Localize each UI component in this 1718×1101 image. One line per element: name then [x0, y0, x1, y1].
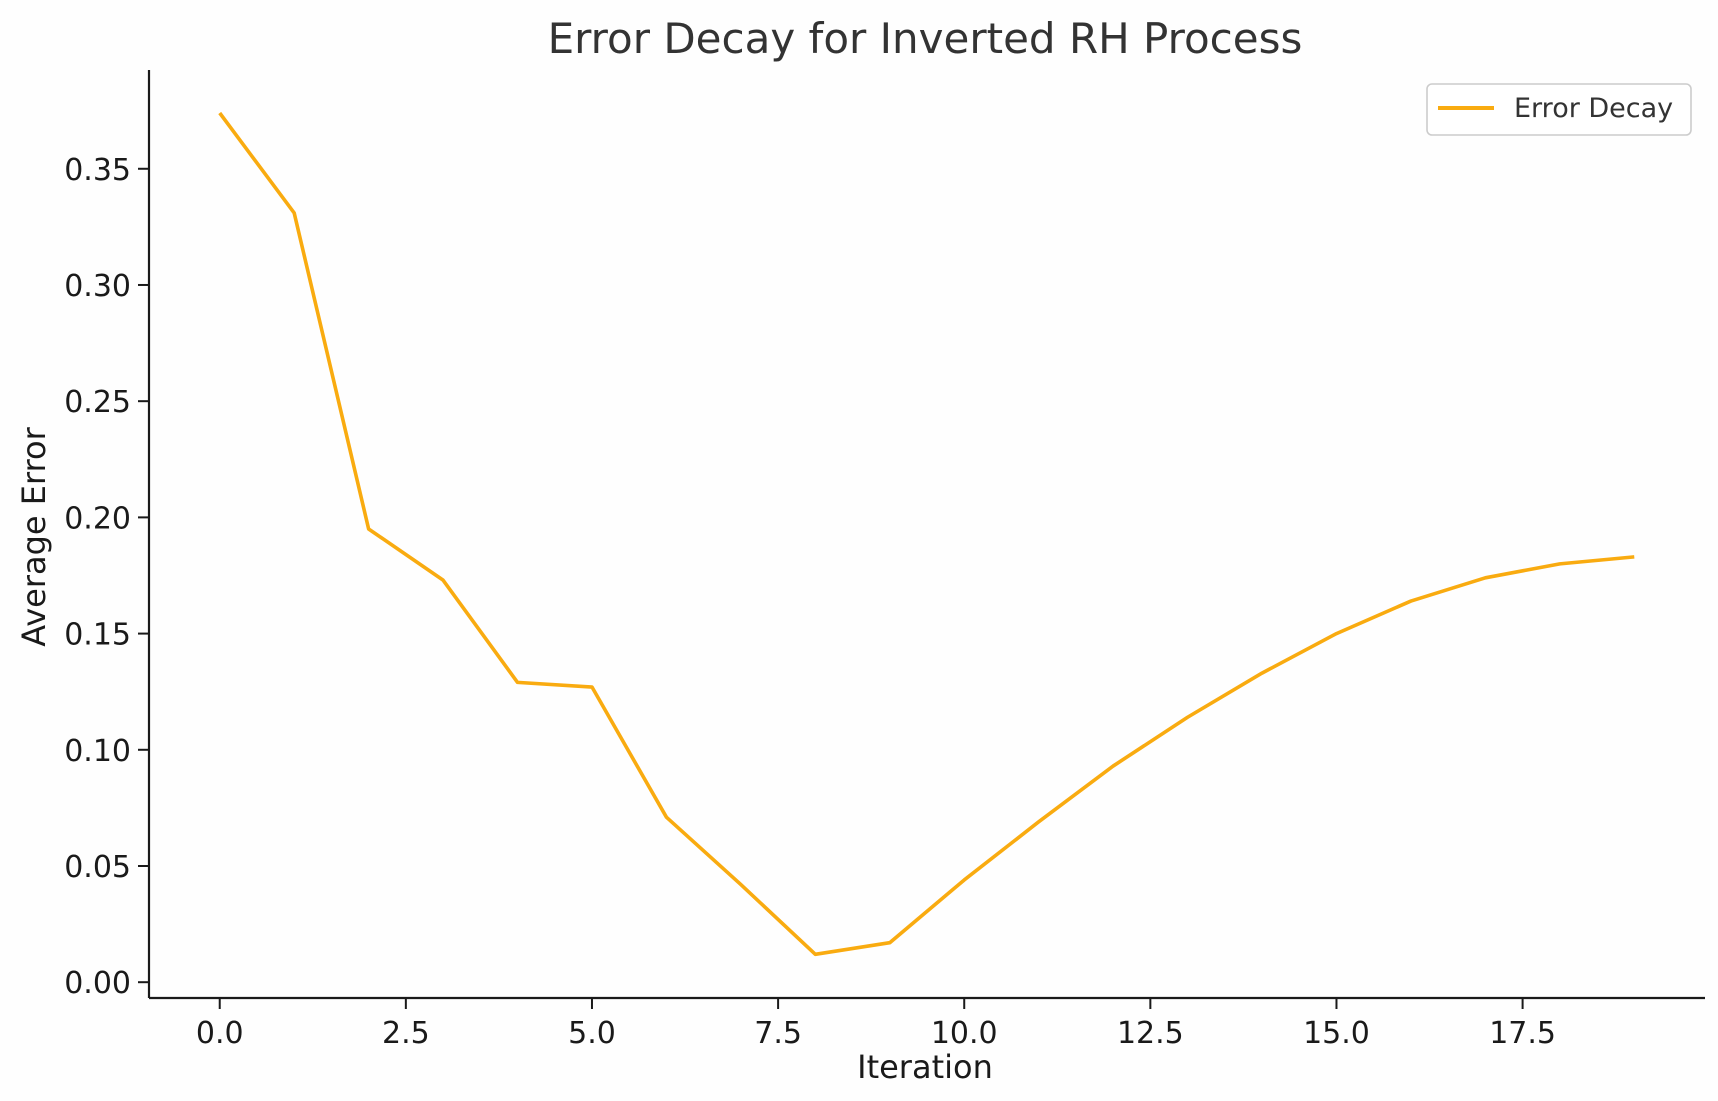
x-tick-label: 7.5 — [754, 1016, 802, 1051]
x-tick-label: 12.5 — [1117, 1016, 1184, 1051]
x-tick-label: 10.0 — [931, 1016, 998, 1051]
chart-title: Error Decay for Inverted RH Process — [548, 14, 1303, 63]
y-tick-label: 0.05 — [64, 850, 131, 885]
series-layer — [218, 111, 1635, 957]
y-tick-label: 0.10 — [64, 734, 131, 769]
legend: Error Decay — [1426, 83, 1692, 136]
x-tick-label: 5.0 — [568, 1016, 616, 1051]
y-tick-label: 0.20 — [64, 501, 131, 536]
x-tick-label: 17.5 — [1489, 1016, 1556, 1051]
x-tick-label: 0.0 — [196, 1016, 244, 1051]
x-tick-label: 2.5 — [382, 1016, 430, 1051]
y-tick-label: 0.25 — [64, 385, 131, 420]
x-axis-label: Iteration — [857, 1048, 993, 1086]
y-axis-ticks: 0.00 0.05 0.10 0.15 0.20 0.25 0.30 0.35 — [64, 153, 149, 1001]
x-tick-label: 15.0 — [1303, 1016, 1370, 1051]
x-axis-ticks: 0.0 2.5 5.0 7.5 10.0 12.5 15.0 17.5 — [196, 998, 1556, 1051]
y-tick-label: 0.15 — [64, 618, 131, 653]
series-line-error-decay — [218, 111, 1635, 957]
y-tick-label: 0.35 — [64, 153, 131, 188]
legend-label: Error Decay — [1514, 93, 1673, 124]
y-axis-label: Average Error — [15, 426, 53, 646]
y-tick-label: 0.30 — [64, 269, 131, 304]
y-tick-label: 0.00 — [64, 966, 131, 1001]
legend-box — [1426, 83, 1692, 136]
